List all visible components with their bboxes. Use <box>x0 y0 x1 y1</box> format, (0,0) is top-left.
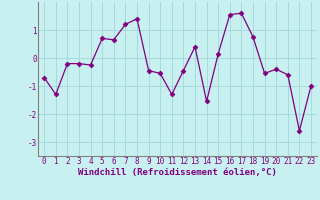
X-axis label: Windchill (Refroidissement éolien,°C): Windchill (Refroidissement éolien,°C) <box>78 168 277 177</box>
